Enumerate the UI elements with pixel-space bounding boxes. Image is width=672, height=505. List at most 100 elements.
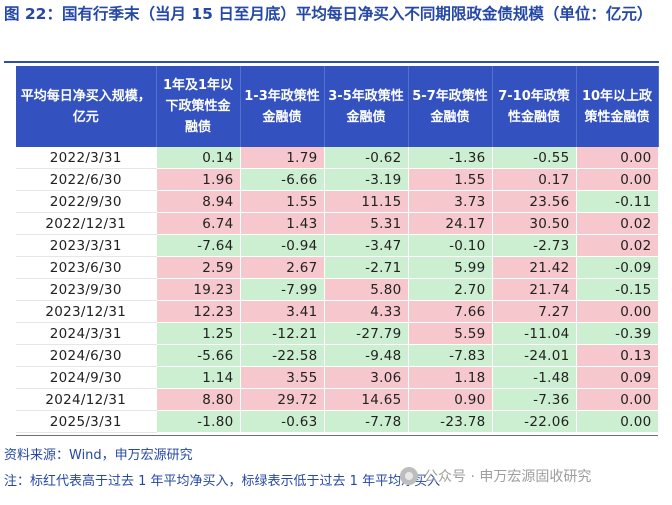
value-cell: -2.73 [492,234,577,257]
table-row: 2023/3/31 -7.64 -0.94 -3.47 -0.10 -2.73 0.02 [16,234,659,257]
value-cell: -6.66 [240,168,325,191]
value-cell: -0.63 [240,410,325,433]
header-3-5y: 3-5年政策性 金融债 [324,66,409,147]
row-date: 2024/3/31 [16,322,157,345]
value-cell: 1.55 [240,190,325,213]
value-cell: 5.80 [324,278,409,301]
value-cell: 24.17 [408,212,493,235]
row-date: 2023/3/31 [16,234,157,257]
value-cell: 1.96 [156,168,241,191]
table-row: 2024/3/31 1.25 -12.21 -27.79 5.59 -11.04 -0.39 [16,322,659,345]
value-cell: 5.59 [408,322,493,345]
value-cell: -22.58 [240,344,325,367]
value-cell: -7.99 [240,278,325,301]
value-cell: 21.74 [492,278,577,301]
header-1-3y: 1-3年政策性 金融债 [240,66,325,147]
table-row: 2022/12/31 6.74 1.43 5.31 24.17 30.50 0.02 [16,212,659,235]
table-header-row: 平均每日净买入规模， 亿元 1年及1年以 下政策性金 融债 1-3年政策性 金融… [16,66,659,147]
value-cell: 1.14 [156,366,241,389]
row-date: 2025/3/31 [16,410,157,433]
value-cell: -0.11 [576,190,659,213]
row-date: 2023/9/30 [16,278,157,301]
value-cell: -0.09 [576,256,659,279]
value-cell: 2.70 [408,278,493,301]
value-cell: -5.66 [156,344,241,367]
header-over-10y: 10年以上政 策性金融债 [576,66,659,147]
value-cell: -2.71 [324,256,409,279]
value-cell: 5.99 [408,256,493,279]
row-date: 2024/6/30 [16,344,157,367]
value-cell: 0.00 [576,410,659,433]
value-cell: 0.02 [576,234,659,257]
value-cell: -3.47 [324,234,409,257]
footnote: 注：标红代表高于过去 1 年平均净买入，标绿表示低于过去 1 年平均净买入 [4,474,441,489]
value-cell: 14.65 [324,388,409,411]
figure-title: 图 22：国有行季末（当月 15 日至月底）平均每日净买入不同期限政金债规模（单… [4,5,653,23]
value-cell: 0.02 [576,212,659,235]
table-bottom-rule [16,435,658,436]
table-row: 2024/12/31 8.80 29.72 14.65 0.90 -7.36 0.00 [16,388,659,411]
value-cell: 7.66 [408,300,493,323]
value-cell: 5.31 [324,212,409,235]
table-row: 2022/3/31 0.14 1.79 -0.62 -1.36 -0.55 0.00 [16,147,659,169]
value-cell: 30.50 [492,212,577,235]
header-7-10y: 7-10年政策 性金融债 [492,66,577,147]
value-cell: -0.15 [576,278,659,301]
value-cell: -3.19 [324,168,409,191]
net-buy-table: 平均每日净买入规模， 亿元 1年及1年以 下政策性金 融债 1-3年政策性 金融… [16,66,659,433]
header-under-1y: 1年及1年以 下政策性金 融债 [156,66,241,147]
watermark-text: 公众号 · 申万宏源固收研究 [424,469,592,485]
row-date: 2024/9/30 [16,366,157,389]
row-date: 2023/6/30 [16,256,157,279]
value-cell: 0.00 [576,388,659,411]
value-cell: 12.23 [156,300,241,323]
value-cell: 3.41 [240,300,325,323]
value-cell: -22.06 [492,410,577,433]
value-cell: -24.01 [492,344,577,367]
value-cell: -11.04 [492,322,577,345]
value-cell: -0.94 [240,234,325,257]
value-cell: 11.15 [324,190,409,213]
value-cell: -9.48 [324,344,409,367]
value-cell: 2.67 [240,256,325,279]
table-row: 2025/3/31 -1.80 -0.63 -7.78 -23.78 -22.06 0.00 [16,410,659,433]
value-cell: 3.06 [324,366,409,389]
table-row: 2022/6/30 1.96 -6.66 -3.19 1.55 0.17 0.00 [16,168,659,191]
table-row: 2024/6/30 -5.66 -22.58 -9.48 -7.83 -24.01 0.13 [16,344,659,367]
value-cell: 0.13 [576,344,659,367]
value-cell: -7.83 [408,344,493,367]
row-date: 2022/3/31 [16,147,157,169]
value-cell: 23.56 [492,190,577,213]
value-cell: -1.36 [408,147,493,169]
value-cell: 0.90 [408,388,493,411]
value-cell: 1.43 [240,212,325,235]
value-cell: 1.25 [156,322,241,345]
value-cell: 29.72 [240,388,325,411]
row-date: 2024/12/31 [16,388,157,411]
row-date: 2022/9/30 [16,190,157,213]
table-row: 2023/9/30 19.23 -7.99 5.80 2.70 21.74 -0.15 [16,278,659,301]
value-cell: -0.55 [492,147,577,169]
value-cell: -0.62 [324,147,409,169]
header-5-7y: 5-7年政策性 金融债 [408,66,493,147]
value-cell: 0.09 [576,366,659,389]
table-row: 2024/9/30 1.14 3.55 3.06 1.18 -1.48 0.09 [16,366,659,389]
watermark: 公众号 · 申万宏源固收研究 [400,466,591,486]
row-date: 2022/6/30 [16,168,157,191]
value-cell: -7.36 [492,388,577,411]
value-cell: -12.21 [240,322,325,345]
value-cell: -7.78 [324,410,409,433]
value-cell: 0.00 [576,300,659,323]
row-date: 2023/12/31 [16,300,157,323]
value-cell: 0.17 [492,168,577,191]
value-cell: 0.00 [576,147,659,169]
title-divider [4,61,659,63]
value-cell: 7.27 [492,300,577,323]
value-cell: 2.59 [156,256,241,279]
value-cell: 19.23 [156,278,241,301]
value-cell: 8.80 [156,388,241,411]
value-cell: -1.48 [492,366,577,389]
wechat-icon [400,467,418,485]
value-cell: 0.14 [156,147,241,169]
value-cell: 4.33 [324,300,409,323]
